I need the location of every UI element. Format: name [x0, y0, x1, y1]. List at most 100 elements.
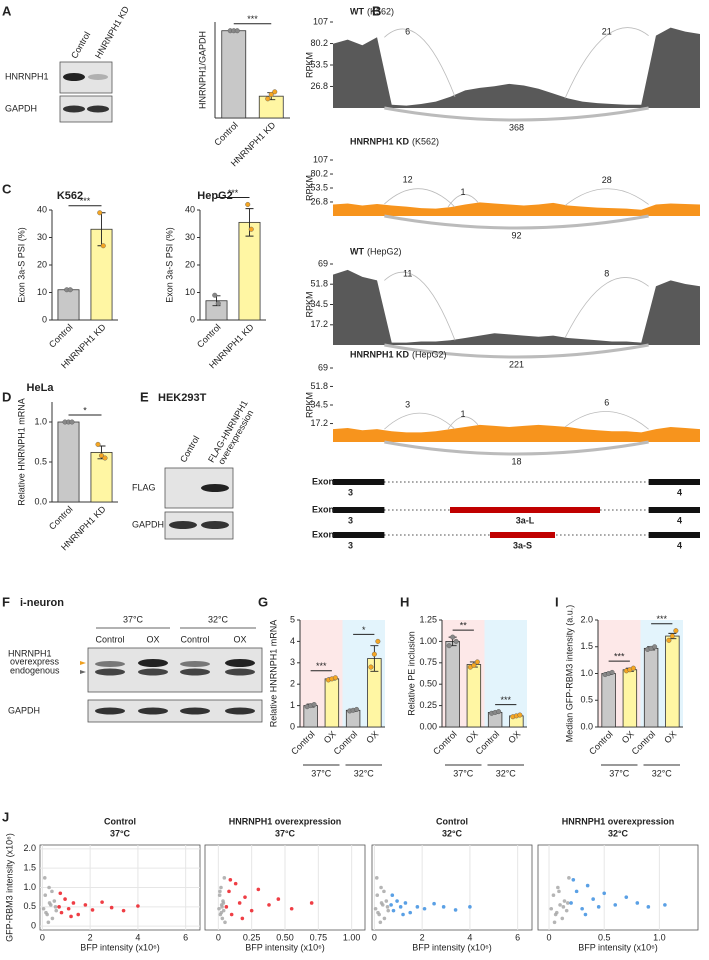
junction-count: 28 — [602, 175, 612, 185]
blot-title: HEK293T — [158, 392, 207, 404]
scatter-point — [54, 908, 59, 913]
bar — [90, 451, 113, 503]
x-tick-label: Control — [47, 504, 75, 532]
replicate-point — [234, 28, 240, 34]
junction-arc — [564, 27, 649, 99]
y-tick-label: 30 — [185, 232, 195, 242]
x-tick-label: Control — [47, 322, 75, 350]
y-tick-label: 0.5 — [34, 456, 47, 466]
row-label: HNRNPH1 — [5, 71, 49, 81]
scatter-point — [453, 908, 458, 912]
replicate-point — [375, 638, 381, 644]
replicate-point — [471, 662, 477, 668]
scatter-point — [47, 901, 52, 905]
bar — [601, 673, 616, 728]
chart-title: K562 — [57, 190, 83, 202]
x-tick-label: 2 — [88, 932, 93, 942]
junction-count: 21 — [602, 26, 612, 36]
scatter-point — [574, 889, 579, 894]
scatter-point — [552, 920, 557, 925]
scatter-point — [557, 889, 561, 894]
replicate-point — [368, 664, 374, 670]
y-tick-label: 1.0 — [34, 416, 47, 426]
chart-title: HNRNPH1 overexpression — [562, 816, 675, 826]
replicate-point — [69, 419, 75, 425]
track-title: HNRNPH1 KD — [350, 349, 410, 359]
scatter-point — [583, 912, 588, 917]
group-label: 37°C — [311, 768, 332, 778]
scatter-point — [59, 910, 64, 915]
scatter-point — [564, 908, 569, 913]
scatter-point — [224, 905, 229, 909]
scatter-point — [66, 906, 71, 911]
y-tick-label: 0.5 — [23, 901, 36, 911]
x-axis-label: BFP intensity (x10⁶) — [412, 942, 492, 952]
scatter-point — [554, 910, 559, 915]
track-title: WT — [350, 6, 364, 16]
y-tick-label: 0.0 — [34, 496, 47, 506]
junction-count: 18 — [511, 456, 521, 466]
y-tick-label: 0 — [31, 921, 36, 931]
junction-arc — [384, 412, 456, 430]
y-tick-label: 17.2 — [310, 418, 328, 428]
junction-count: 221 — [509, 359, 524, 369]
scatter-point — [100, 900, 104, 904]
group-label: 37°C — [609, 768, 630, 778]
y-tick-label: 5 — [290, 614, 295, 624]
replicate-point — [666, 637, 672, 643]
replicate-point — [98, 453, 104, 459]
scatter-point — [50, 889, 54, 894]
bar — [221, 30, 247, 119]
y-tick-label: 0.50 — [419, 679, 437, 689]
scatter-point — [256, 887, 261, 892]
y-axis-label: RPKM — [304, 291, 314, 317]
scatter-point — [71, 901, 76, 905]
exon-block — [333, 532, 385, 538]
scatter-point — [373, 906, 378, 911]
scatter-point — [432, 901, 436, 906]
y-tick-label: 20 — [37, 259, 47, 269]
replicate-point — [669, 633, 675, 639]
junction-arc — [384, 440, 649, 456]
x-tick-label: Control — [474, 729, 502, 757]
y-axis-label: Exon 3a-S PSI (%) — [164, 227, 174, 303]
y-tick-label: 1.0 — [580, 668, 593, 678]
chart-title: HepG2 — [197, 190, 232, 202]
replicate-point — [311, 702, 317, 708]
x-tick-label: 4 — [135, 932, 140, 942]
y-tick-label: 1 — [290, 700, 295, 710]
scatter-point — [663, 903, 667, 907]
coverage-area — [333, 424, 700, 442]
x-tick-label: 0.75 — [310, 932, 328, 942]
scatter-point — [220, 905, 224, 909]
panel-label: A — [2, 3, 12, 18]
significance-label: * — [362, 625, 366, 635]
y-tick-label: 107 — [313, 154, 328, 164]
y-tick-label: 34.5 — [310, 299, 328, 309]
replicate-point — [609, 669, 615, 675]
y-tick-label: 0.0 — [580, 721, 593, 731]
exon-number: 3 — [348, 540, 353, 550]
scatter-point — [591, 897, 595, 901]
scatter-point — [233, 881, 238, 886]
scatter-point — [69, 914, 73, 919]
lane-label: Control — [178, 434, 201, 464]
scatter-point — [391, 908, 396, 913]
row-label: FLAG — [132, 482, 156, 492]
y-tick-label: 3 — [290, 657, 295, 667]
x-axis-label: BFP intensity (x10⁶) — [80, 942, 160, 952]
y-tick-label: 0 — [190, 314, 195, 324]
group-background — [484, 620, 527, 727]
error-bar — [245, 208, 254, 237]
bar — [238, 221, 261, 321]
lane-label: OX — [146, 634, 159, 644]
scatter-point — [221, 901, 226, 905]
track-subtitle: (K562) — [412, 136, 439, 146]
y-tick-label: 10 — [185, 287, 195, 297]
scatter-point — [585, 883, 590, 888]
x-tick-label: OX — [464, 729, 480, 745]
junction-arc — [564, 411, 649, 430]
y-tick-label: 0 — [42, 314, 47, 324]
replicate-point — [265, 96, 271, 102]
replicate-point — [268, 91, 274, 97]
